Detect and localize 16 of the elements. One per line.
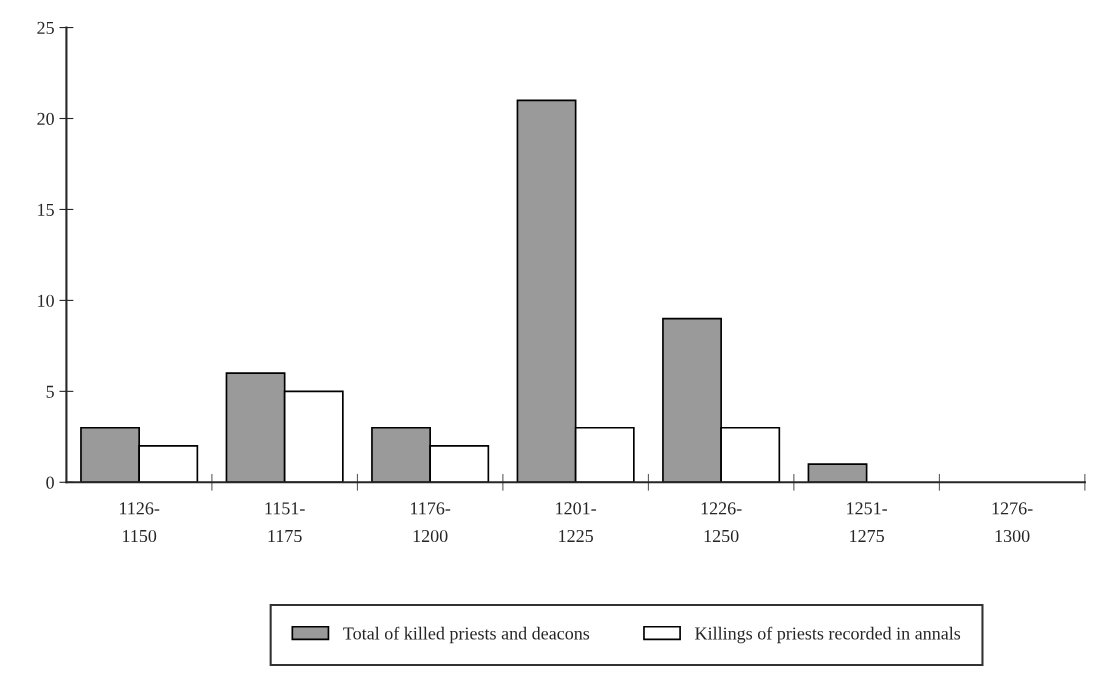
x-tick-label: 1251- 1275 (847, 502, 888, 543)
y-tick-label: 20 (37, 112, 54, 125)
y-tick-label: 5 (46, 385, 54, 398)
y-tick-label: 25 (37, 21, 54, 34)
y-tick-label: 15 (38, 203, 54, 216)
x-tick-label: 1151- 1175 (265, 502, 305, 543)
y-tick-label: 0 (46, 476, 54, 489)
x-tick-label: 1201- 1225 (556, 502, 597, 543)
legend-label: Total of killed priests and deacons (343, 626, 590, 644)
x-tick-label: 1226- 1250 (701, 502, 742, 543)
bar (807, 463, 868, 483)
y-tick-label: 10 (38, 294, 54, 307)
legend-label: Killings of priests recorded in annals (695, 626, 961, 644)
x-tick-label: 1276- 1300 (992, 502, 1033, 543)
x-tick-label: 1126- 1150 (120, 502, 160, 543)
x-tick-label: 1176- 1200 (411, 502, 451, 543)
